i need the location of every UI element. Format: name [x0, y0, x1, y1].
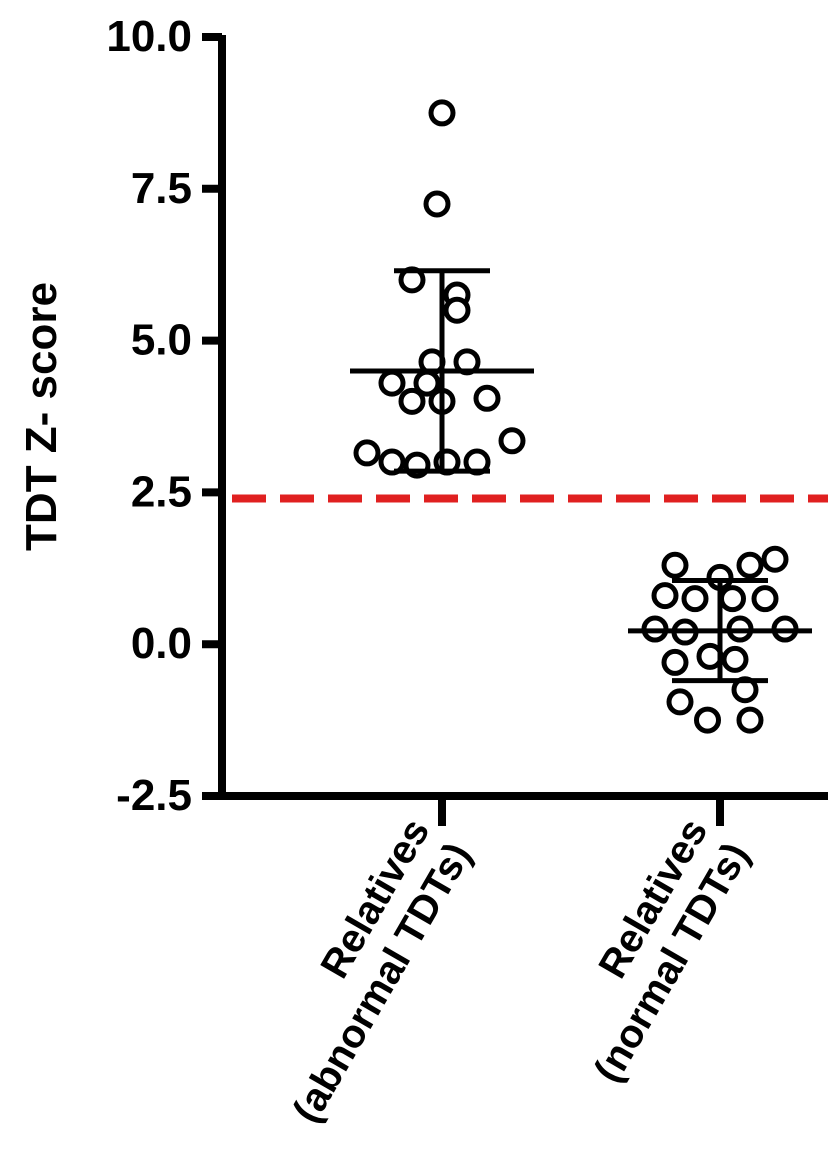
- data-point: [661, 648, 689, 676]
- data-point: [751, 585, 779, 613]
- data-point: [378, 369, 406, 397]
- data-point: [694, 706, 721, 734]
- points-layer: [353, 99, 799, 734]
- data-point: [443, 296, 471, 324]
- data-point: [736, 706, 764, 734]
- data-point: [661, 551, 689, 579]
- data-point: [428, 99, 456, 127]
- data-point: [719, 585, 746, 613]
- x-category-label: Relatives(normal TDTs): [586, 812, 758, 1090]
- data-point: [736, 551, 764, 579]
- data-point: [721, 645, 749, 673]
- data-point: [473, 384, 501, 412]
- y-tick-label: 0.0: [131, 619, 192, 668]
- x-category-label: Relatives(abnormal TDTs): [284, 812, 480, 1131]
- data-point: [681, 585, 709, 613]
- y-tick-label: -2.5: [116, 771, 192, 820]
- y-tick-label: 2.5: [131, 467, 192, 516]
- y-tick-label: 5.0: [131, 316, 192, 365]
- error-bars-layer: [350, 268, 812, 684]
- data-point: [423, 190, 451, 218]
- y-tick-label: 10.0: [106, 12, 192, 61]
- data-point: [761, 545, 789, 573]
- y-axis-title: TDT Z- score: [17, 282, 66, 551]
- data-point: [398, 387, 426, 415]
- data-point: [378, 448, 406, 476]
- labels-layer: -2.5 0.0 2.5 5.0 7.5 10.0 TDT Z- score Relative…: [17, 12, 758, 1130]
- data-point: [651, 582, 679, 610]
- y-tick-label: 7.5: [131, 164, 192, 213]
- data-point: [353, 439, 381, 467]
- data-point: [498, 427, 526, 455]
- data-point: [666, 688, 694, 716]
- axes-layer: [202, 33, 828, 826]
